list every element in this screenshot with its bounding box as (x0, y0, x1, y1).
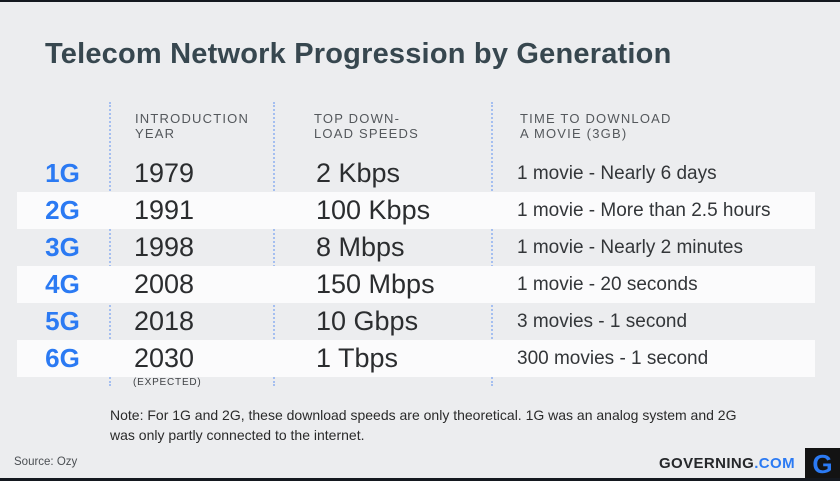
speed-value: 100 Kbps (316, 195, 431, 225)
column-header-line: INTRODUCTION (135, 111, 250, 126)
column-separator (109, 102, 111, 386)
governing-logo[interactable]: G (805, 448, 840, 481)
movie-time-value: 300 movies - 1 second (517, 347, 709, 369)
movie-time-value: 1 movie - Nearly 2 minutes (517, 236, 743, 258)
movie-time-value: 1 movie - 20 seconds (517, 273, 698, 295)
column-header-line: YEAR (135, 126, 176, 141)
year-value: 1998 (134, 232, 195, 262)
brand-name: GOVERNING (658, 455, 755, 472)
column-header-line: A MOVIE (3GB) (520, 126, 628, 141)
footnote-line: was only partly connected to the interne… (110, 426, 365, 443)
year-value: 2018 (134, 306, 195, 336)
table-row-4g: 4G 2008 150 Mbps 1 movie - 20 seconds (17, 266, 815, 303)
governing-g-icon: G (812, 448, 833, 479)
generation-label: 4G (45, 269, 80, 299)
generation-label: 5G (45, 306, 80, 336)
column-header-line: LOAD SPEEDS (314, 126, 419, 141)
speed-value: 8 Mbps (316, 232, 405, 262)
column-header-line: TOP DOWN- (314, 111, 401, 126)
speed-value: 150 Mbps (316, 269, 435, 299)
column-header-download-speeds: TOP DOWN- LOAD SPEEDS (314, 111, 419, 141)
column-header-movie-download-time: TIME TO DOWNLOAD A MOVIE (3GB) (520, 111, 672, 141)
year-value: 1991 (134, 195, 195, 225)
source-credit: Source: Ozy (14, 456, 78, 468)
generation-label: 1G (45, 158, 80, 188)
year-value: 2008 (134, 269, 195, 299)
governing-com-link[interactable]: GOVERNING.COM (659, 455, 795, 472)
column-separator (491, 102, 493, 386)
footnote-line: Note: For 1G and 2G, these download spee… (110, 407, 737, 423)
table-row-6g: 6G 2030 1 Tbps 300 movies - 1 second (17, 340, 815, 377)
footnote: Note: For 1G and 2G, these download spee… (110, 406, 765, 445)
table-row-1g: 1G 1979 2 Kbps 1 movie - Nearly 6 days (17, 155, 815, 192)
generation-label: 2G (45, 195, 80, 225)
page-title: Telecom Network Progression by Generatio… (45, 38, 672, 70)
brand-tld: .COM (754, 455, 795, 472)
table-row-5g: 5G 2018 10 Gbps 3 movies - 1 second (17, 303, 815, 340)
table-row-3g: 3G 1998 8 Mbps 1 movie - Nearly 2 minute… (17, 229, 815, 266)
year-value: 1979 (134, 158, 195, 188)
top-border (0, 0, 840, 2)
movie-time-value: 1 movie - Nearly 6 days (517, 162, 717, 184)
expected-year-note: (EXPECTED) (133, 377, 202, 388)
generation-label: 3G (45, 232, 80, 262)
generation-label: 6G (45, 343, 80, 373)
movie-time-value: 3 movies - 1 second (517, 310, 688, 332)
column-separator (273, 102, 275, 386)
movie-time-value: 1 movie - More than 2.5 hours (517, 199, 771, 221)
speed-value: 10 Gbps (316, 306, 419, 336)
table-row-2g: 2G 1991 100 Kbps 1 movie - More than 2.5… (17, 192, 815, 229)
column-header-line: TIME TO DOWNLOAD (520, 111, 672, 126)
column-header-introduction-year: INTRODUCTION YEAR (135, 111, 249, 141)
generation-table: 1G 1979 2 Kbps 1 movie - Nearly 6 days 2… (17, 155, 815, 377)
speed-value: 1 Tbps (316, 343, 399, 373)
year-value: 2030 (134, 343, 195, 373)
speed-value: 2 Kbps (316, 158, 401, 188)
bottom-border (0, 478, 840, 481)
